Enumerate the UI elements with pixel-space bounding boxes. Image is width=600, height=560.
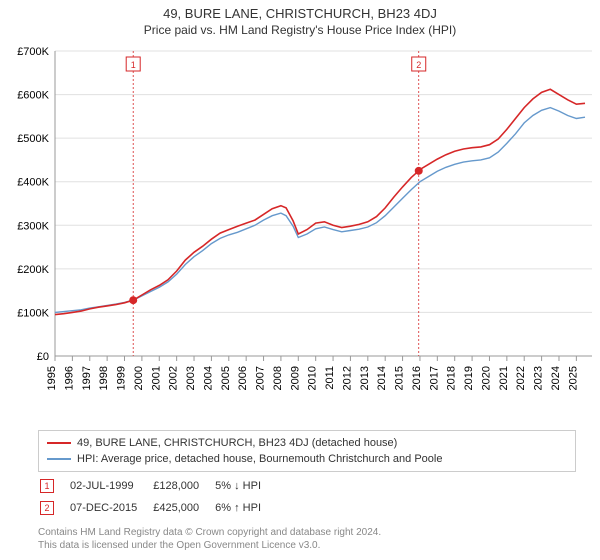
marker-date: 02-JUL-1999 bbox=[70, 476, 151, 496]
x-tick-label: 1995 bbox=[46, 366, 58, 390]
price-chart: £0 £100K £200K £300K £400K £500K £600K £700K 199… bbox=[0, 46, 600, 426]
attribution-line-1: Contains HM Land Registry data © Crown c… bbox=[38, 526, 558, 539]
legend-swatch bbox=[47, 458, 71, 460]
x-tick-label: 2003 bbox=[185, 366, 197, 390]
x-tick-label: 1996 bbox=[63, 366, 75, 390]
subtitle: Price paid vs. HM Land Registry's House … bbox=[0, 23, 600, 37]
x-tick-label: 2007 bbox=[255, 366, 267, 390]
marker-price: £128,000 bbox=[153, 476, 213, 496]
marker-delta: 6% ↑ HPI bbox=[215, 498, 275, 518]
y-tick-label: £400K bbox=[17, 177, 49, 189]
marker-badge: 1 bbox=[40, 479, 54, 493]
marker-date: 07-DEC-2015 bbox=[70, 498, 151, 518]
x-tick-label: 1998 bbox=[98, 366, 110, 390]
x-tick-label: 2002 bbox=[168, 366, 180, 390]
x-tick-label: 2004 bbox=[202, 366, 214, 390]
x-tick-label: 2005 bbox=[220, 366, 232, 390]
y-tick-label: £200K bbox=[17, 264, 49, 276]
x-tick-label: 2011 bbox=[324, 366, 336, 390]
attribution-line-2: This data is licensed under the Open Gov… bbox=[38, 539, 558, 552]
x-tick-label: 2012 bbox=[341, 366, 353, 390]
x-tick-label: 2009 bbox=[289, 366, 301, 390]
x-tick-label: 2019 bbox=[463, 366, 475, 390]
attribution: Contains HM Land Registry data © Crown c… bbox=[38, 526, 558, 552]
y-tick-label: £500K bbox=[17, 133, 49, 145]
legend: 49, BURE LANE, CHRISTCHURCH, BH23 4DJ (d… bbox=[38, 430, 576, 472]
marker-row: 2 07-DEC-2015£425,0006% ↑ HPI bbox=[40, 498, 275, 518]
x-tick-label: 2017 bbox=[428, 366, 440, 390]
x-tick-label: 2018 bbox=[446, 366, 458, 390]
chart-marker-badge: 2 bbox=[416, 60, 421, 70]
legend-item: HPI: Average price, detached house, Bour… bbox=[47, 451, 567, 467]
marker-dot bbox=[415, 167, 423, 175]
y-tick-label: £300K bbox=[17, 220, 49, 232]
y-tick-label: £0 bbox=[37, 351, 49, 363]
x-tick-label: 2006 bbox=[237, 366, 249, 390]
x-tick-label: 2021 bbox=[498, 366, 510, 390]
x-tick-label: 2016 bbox=[411, 366, 423, 390]
x-tick-label: 2000 bbox=[133, 366, 145, 390]
x-tick-label: 2023 bbox=[533, 366, 545, 390]
chart-marker-badge: 1 bbox=[131, 60, 136, 70]
x-tick-label: 2001 bbox=[150, 366, 162, 390]
x-tick-label: 1997 bbox=[81, 366, 93, 390]
page-title: 49, BURE LANE, CHRISTCHURCH, BH23 4DJ bbox=[0, 6, 600, 21]
marker-price: £425,000 bbox=[153, 498, 213, 518]
x-tick-label: 2020 bbox=[480, 366, 492, 390]
y-tick-label: £700K bbox=[17, 46, 49, 58]
y-tick-label: £600K bbox=[17, 90, 49, 102]
legend-swatch bbox=[47, 442, 71, 444]
marker-row: 1 02-JUL-1999£128,0005% ↓ HPI bbox=[40, 476, 275, 496]
y-tick-label: £100K bbox=[17, 307, 49, 319]
marker-delta: 5% ↓ HPI bbox=[215, 476, 275, 496]
marker-table: 1 02-JUL-1999£128,0005% ↓ HPI 2 07-DEC-2015… bbox=[38, 474, 277, 520]
x-tick-label: 2024 bbox=[550, 366, 562, 390]
legend-label: 49, BURE LANE, CHRISTCHURCH, BH23 4DJ (d… bbox=[77, 435, 397, 451]
x-tick-label: 2013 bbox=[359, 366, 371, 390]
x-tick-label: 1999 bbox=[116, 366, 128, 390]
legend-item: 49, BURE LANE, CHRISTCHURCH, BH23 4DJ (d… bbox=[47, 435, 567, 451]
marker-dot bbox=[129, 296, 137, 304]
x-tick-label: 2025 bbox=[567, 366, 579, 390]
marker-badge: 2 bbox=[40, 501, 54, 515]
x-tick-label: 2015 bbox=[394, 366, 406, 390]
series-property bbox=[55, 89, 585, 314]
x-tick-label: 2022 bbox=[515, 366, 527, 390]
x-tick-label: 2014 bbox=[376, 366, 388, 390]
legend-label: HPI: Average price, detached house, Bour… bbox=[77, 451, 442, 467]
x-tick-label: 2010 bbox=[307, 366, 319, 390]
x-tick-label: 2008 bbox=[272, 366, 284, 390]
